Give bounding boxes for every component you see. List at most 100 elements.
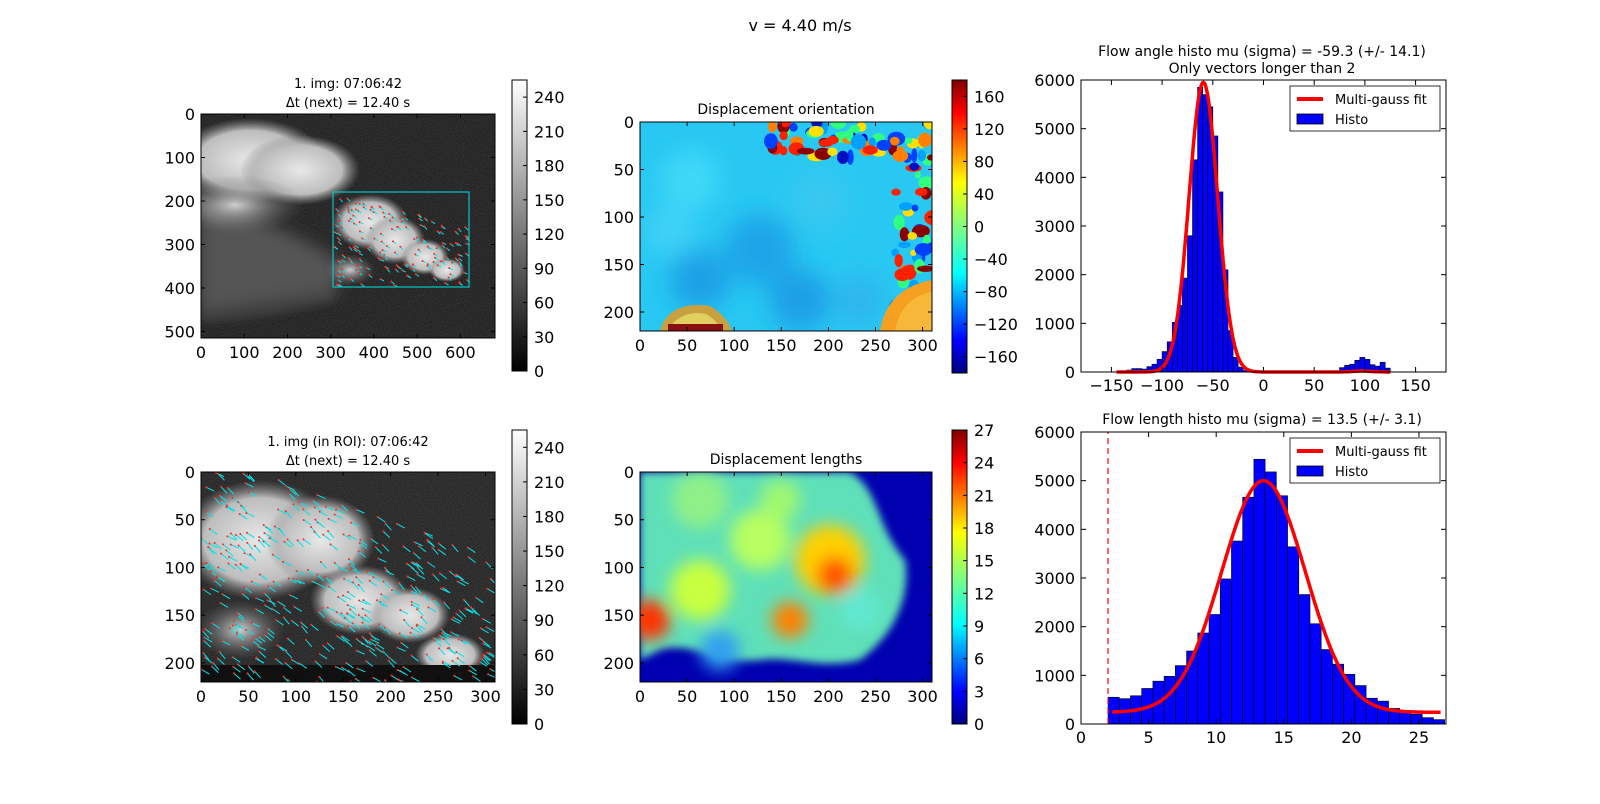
vector-origin [343,617,346,620]
vector-arrow [346,613,355,620]
vector-arrow [428,606,437,613]
vector-arrow [482,618,491,624]
vector-arrow [291,659,300,665]
vector-arrow [335,666,345,671]
vector-origin [229,543,232,546]
vector-origin [201,563,204,566]
vector-origin [403,263,406,266]
vector-origin [347,219,350,222]
angle-histogram-xtick-label: 50 [1304,376,1324,395]
colorbar-orientation-tick-label: 0 [974,218,984,237]
vector-arrow [490,668,495,673]
vector-arrow [360,539,368,547]
vector-origin [345,661,348,664]
vector-arrow [214,580,222,587]
colorbar-orientation-tick-label: −120 [974,315,1018,334]
colorbar-image: 0 30 60 90 120 150 180 210 240 [511,79,565,381]
vector-arrow [457,580,466,587]
vector-origin [314,518,317,521]
vector-arrow [296,579,305,585]
colorbar-lengths-tick-label: 12 [974,584,994,603]
vector-arrow [442,587,451,594]
vector-arrow [263,524,272,531]
vector-origin [379,206,382,209]
vector-arrow [212,662,220,671]
length-histogram-bar [1242,496,1255,725]
roi-xtick-label: 100 [281,687,312,706]
vector-arrow [438,647,446,656]
vector-origin [310,526,313,529]
angle-histogram-xtick-label: −150 [1089,376,1133,395]
vector-arrow [254,637,262,644]
vector-arrow [287,539,295,547]
vector-origin [456,580,459,583]
vector-origin [376,599,379,602]
vector-origin [326,642,329,645]
vector-arrow [229,627,237,635]
angle-histogram-bar [1197,87,1203,373]
vector-origin [283,540,286,543]
vector-origin [362,203,365,206]
vector-arrow [399,633,408,639]
vector-origin [449,273,452,276]
angle-histogram-xtick-label: 150 [1400,376,1431,395]
vector-origin [396,646,399,649]
vector-arrow [384,679,388,682]
panel-image-title-line2: Δt (next) = 12.40 s [286,96,411,111]
vector-origin [350,521,353,524]
vector-origin [355,264,358,267]
orientation-ytick-label: 0 [624,113,634,132]
vector-arrow [439,634,448,641]
vector-origin [285,485,288,488]
vector-arrow [267,627,275,635]
vector-origin [426,263,429,266]
length-histogram-bar [1421,717,1434,725]
vector-arrow [246,532,255,539]
orientation-noise-patch [927,154,932,161]
vector-arrow [391,589,400,596]
panel-roi-image: 1. img (in ROI): 07:06:42 Δt (next) = 12… [164,435,500,706]
vector-arrow [397,647,406,652]
vector-origin [390,228,393,231]
vector-origin [355,269,358,272]
vector-origin [366,247,369,250]
length-histogram-bar [1276,495,1288,725]
vector-origin [225,504,228,507]
vector-arrow [348,535,358,541]
vector-arrow [303,519,312,526]
vector-origin [416,573,419,576]
vector-origin [221,639,224,642]
vector-arrow [254,670,261,679]
vector-origin [444,282,447,285]
vector-origin [489,577,492,580]
vector-arrow [413,552,421,560]
vector-origin [389,219,392,222]
vector-origin [337,279,340,282]
vector-origin [203,639,206,642]
vector-origin [439,587,442,590]
vector-arrow [373,677,382,682]
panel-roi-title-line2: Δt (next) = 12.40 s [286,454,411,469]
length-histogram-ytick-label: 6000 [1034,423,1075,442]
vector-origin [258,573,261,576]
vector-origin [458,609,461,612]
vector-arrow [416,608,424,617]
vector-origin [347,256,350,259]
vector-origin [336,269,339,272]
vector-origin [485,626,488,629]
vector-origin [475,596,478,599]
vector-arrow [352,582,360,590]
vector-arrow [346,612,356,619]
vector-origin [382,253,385,256]
image-xtick-label: 100 [229,343,260,362]
vector-origin [377,557,380,560]
vector-origin [486,587,489,590]
vector-arrow [411,567,419,574]
orientation-noise-patch [818,139,834,147]
orientation-noise-patch [837,150,849,164]
vector-arrow [487,588,495,594]
vector-origin [464,235,467,238]
panel-lengths-pixels [640,472,932,682]
vector-origin [434,256,437,259]
